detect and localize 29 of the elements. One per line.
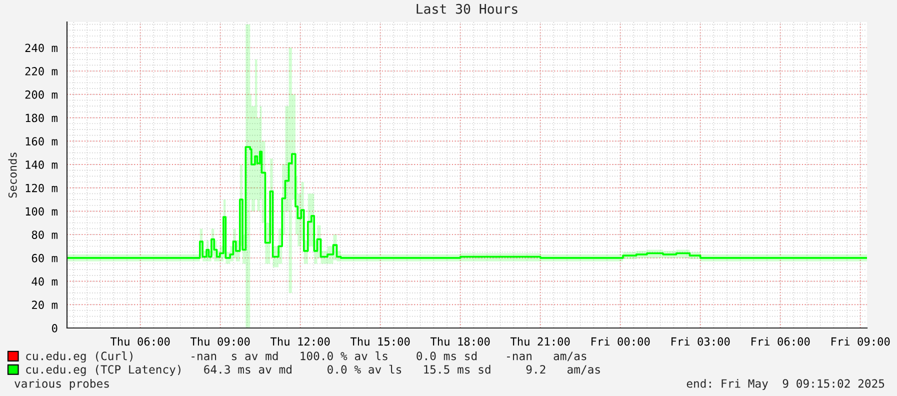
- legend-label: cu.edu.eg (Curl) -nan s av md 100.0 % av ls 0.0 ms sd -nan am/as: [26, 351, 586, 363]
- y-tick-label: 0: [52, 324, 58, 332]
- y-tick-label: 180 m: [26, 114, 58, 122]
- legend-label: cu.edu.eg (TCP Latency) 64.3 ms av md 0.0 % av ls 15.5 ms sd 9.2 am/as: [26, 364, 600, 376]
- text: end: Fri May 9 09:15:02 2025: [686, 378, 884, 390]
- x-tick-label: Thu 18:00: [430, 337, 490, 346]
- x-tick-label: Thu 09:00: [190, 337, 250, 346]
- x-tick-label: Thu 12:00: [270, 337, 330, 346]
- y-axis-title: Seconds: [8, 152, 17, 198]
- y-tick-label: 220 m: [25, 67, 58, 76]
- x-tick-label: Thu 15:00: [350, 337, 410, 346]
- y-tick-label: 40 m: [32, 277, 58, 286]
- x-tick-label: Fri 03:00: [671, 337, 730, 346]
- y-tick-label: 140 m: [26, 160, 58, 169]
- x-tick-label: Fri 06:00: [751, 337, 810, 346]
- y-tick-label: 240 m: [25, 44, 58, 52]
- y-tick-label: 160 m: [26, 137, 58, 146]
- y-tick-label: 80 m: [32, 230, 58, 239]
- y-tick-label: 200 m: [25, 90, 58, 99]
- x-tick-label: Fri 09:00: [831, 337, 890, 346]
- y-tick-label: 60 m: [32, 254, 58, 262]
- y-tick-label: 20 m: [32, 300, 58, 310]
- x-tick-label: Thu 21:00: [510, 337, 570, 346]
- chart-title: Last 30 Hours: [416, 4, 518, 14]
- text: various probes: [14, 378, 109, 390]
- y-tick-label: 120 m: [26, 184, 58, 192]
- x-tick-label: Thu 06:00: [110, 337, 170, 346]
- x-tick-label: Fri 00:00: [591, 337, 650, 346]
- y-tick-label: 100 m: [26, 207, 58, 216]
